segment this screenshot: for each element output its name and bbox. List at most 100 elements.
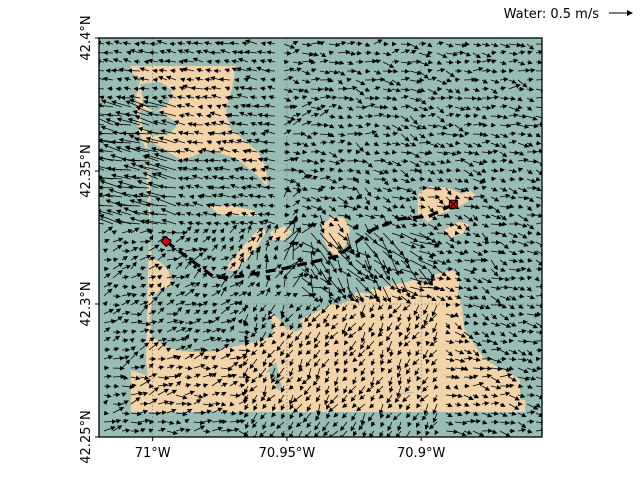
current-arrow bbox=[373, 169, 385, 175]
current-arrow bbox=[346, 140, 353, 146]
current-arrow bbox=[292, 49, 300, 54]
current-arrow bbox=[319, 58, 329, 64]
current-arrow bbox=[209, 130, 222, 136]
current-arrow bbox=[472, 42, 482, 48]
current-arrow bbox=[310, 68, 317, 73]
current-arrow bbox=[535, 160, 542, 166]
current-arrow bbox=[373, 158, 386, 163]
current-arrow bbox=[283, 115, 296, 121]
current-arrow bbox=[535, 115, 542, 121]
current-arrow bbox=[382, 87, 393, 93]
current-arrow bbox=[436, 52, 448, 58]
current-arrow bbox=[140, 40, 150, 46]
current-arrow bbox=[454, 106, 466, 111]
current-arrow bbox=[454, 88, 461, 94]
current-arrow bbox=[463, 86, 470, 92]
current-arrow bbox=[490, 114, 503, 119]
current-arrow bbox=[400, 169, 409, 178]
current-arrow bbox=[110, 166, 132, 172]
current-arrow bbox=[454, 124, 464, 132]
current-arrow bbox=[355, 123, 364, 129]
map-panel bbox=[99, 38, 542, 437]
current-arrow bbox=[382, 79, 395, 86]
current-arrow bbox=[517, 157, 529, 163]
current-arrow bbox=[472, 142, 483, 148]
current-arrow bbox=[490, 68, 498, 74]
current-arrow bbox=[328, 103, 338, 109]
current-arrow bbox=[472, 96, 483, 102]
current-arrow bbox=[355, 142, 364, 152]
current-arrow bbox=[499, 77, 509, 82]
current-arrow bbox=[103, 266, 110, 272]
current-arrow bbox=[210, 85, 222, 91]
current-arrow bbox=[328, 167, 335, 173]
current-arrow bbox=[427, 95, 437, 101]
current-arrow bbox=[463, 69, 473, 75]
current-arrow bbox=[508, 42, 522, 48]
current-arrow bbox=[250, 121, 258, 127]
current-arrow bbox=[490, 88, 498, 94]
current-arrow bbox=[99, 114, 105, 117]
current-arrow bbox=[472, 169, 482, 176]
current-arrow bbox=[526, 86, 535, 92]
y-tick-label-3: 42.4°N bbox=[79, 15, 94, 60]
current-arrow bbox=[409, 151, 421, 158]
current-arrow bbox=[292, 112, 302, 118]
current-arrow bbox=[113, 121, 132, 127]
current-arrow bbox=[481, 105, 492, 111]
current-arrow bbox=[260, 41, 267, 47]
current-arrow bbox=[400, 142, 411, 147]
current-arrow bbox=[227, 130, 240, 135]
current-arrow bbox=[183, 49, 195, 54]
current-arrow bbox=[472, 160, 485, 166]
current-arrow bbox=[239, 85, 249, 91]
current-arrow bbox=[409, 160, 421, 167]
current-arrow bbox=[245, 75, 258, 81]
current-arrow bbox=[526, 142, 534, 147]
current-arrow bbox=[301, 133, 313, 139]
current-arrow bbox=[328, 151, 338, 158]
current-arrow bbox=[346, 60, 354, 66]
current-arrow bbox=[292, 168, 304, 174]
current-arrow bbox=[535, 87, 542, 93]
current-arrow bbox=[472, 121, 484, 127]
current-arrow bbox=[337, 167, 344, 173]
current-arrow bbox=[418, 106, 429, 112]
current-arrow bbox=[185, 94, 195, 100]
current-arrow bbox=[436, 106, 445, 114]
current-arrow bbox=[139, 67, 150, 72]
current-arrow bbox=[158, 68, 168, 73]
current-arrow bbox=[391, 48, 400, 54]
current-arrow bbox=[127, 68, 141, 74]
current-arrow bbox=[283, 203, 291, 209]
current-arrow bbox=[526, 329, 535, 335]
current-arrow bbox=[193, 130, 204, 136]
current-arrow bbox=[373, 122, 380, 128]
current-arrow bbox=[391, 68, 399, 74]
current-arrow bbox=[427, 42, 433, 48]
current-arrow bbox=[102, 58, 114, 63]
current-arrow bbox=[427, 112, 437, 118]
current-arrow bbox=[223, 59, 231, 64]
current-arrow bbox=[236, 93, 249, 99]
current-arrow bbox=[160, 119, 177, 126]
current-arrow bbox=[427, 123, 438, 129]
current-arrow bbox=[129, 157, 150, 163]
current-arrow bbox=[310, 131, 319, 137]
current-arrow bbox=[346, 122, 354, 128]
current-arrow bbox=[301, 101, 313, 108]
current-arrow bbox=[185, 40, 195, 46]
current-arrow bbox=[445, 88, 454, 93]
current-arrow bbox=[283, 88, 294, 93]
current-arrow bbox=[472, 59, 482, 65]
current-arrow bbox=[301, 42, 312, 48]
current-arrow bbox=[337, 79, 343, 85]
current-arrow bbox=[143, 99, 168, 108]
current-arrow bbox=[400, 94, 409, 100]
current-arrow bbox=[301, 51, 315, 57]
legend-label: Water: 0.5 m/s bbox=[504, 7, 600, 22]
current-arrow bbox=[472, 66, 484, 72]
current-arrow bbox=[373, 39, 383, 45]
current-arrow bbox=[310, 112, 320, 118]
current-arrow bbox=[236, 138, 249, 144]
